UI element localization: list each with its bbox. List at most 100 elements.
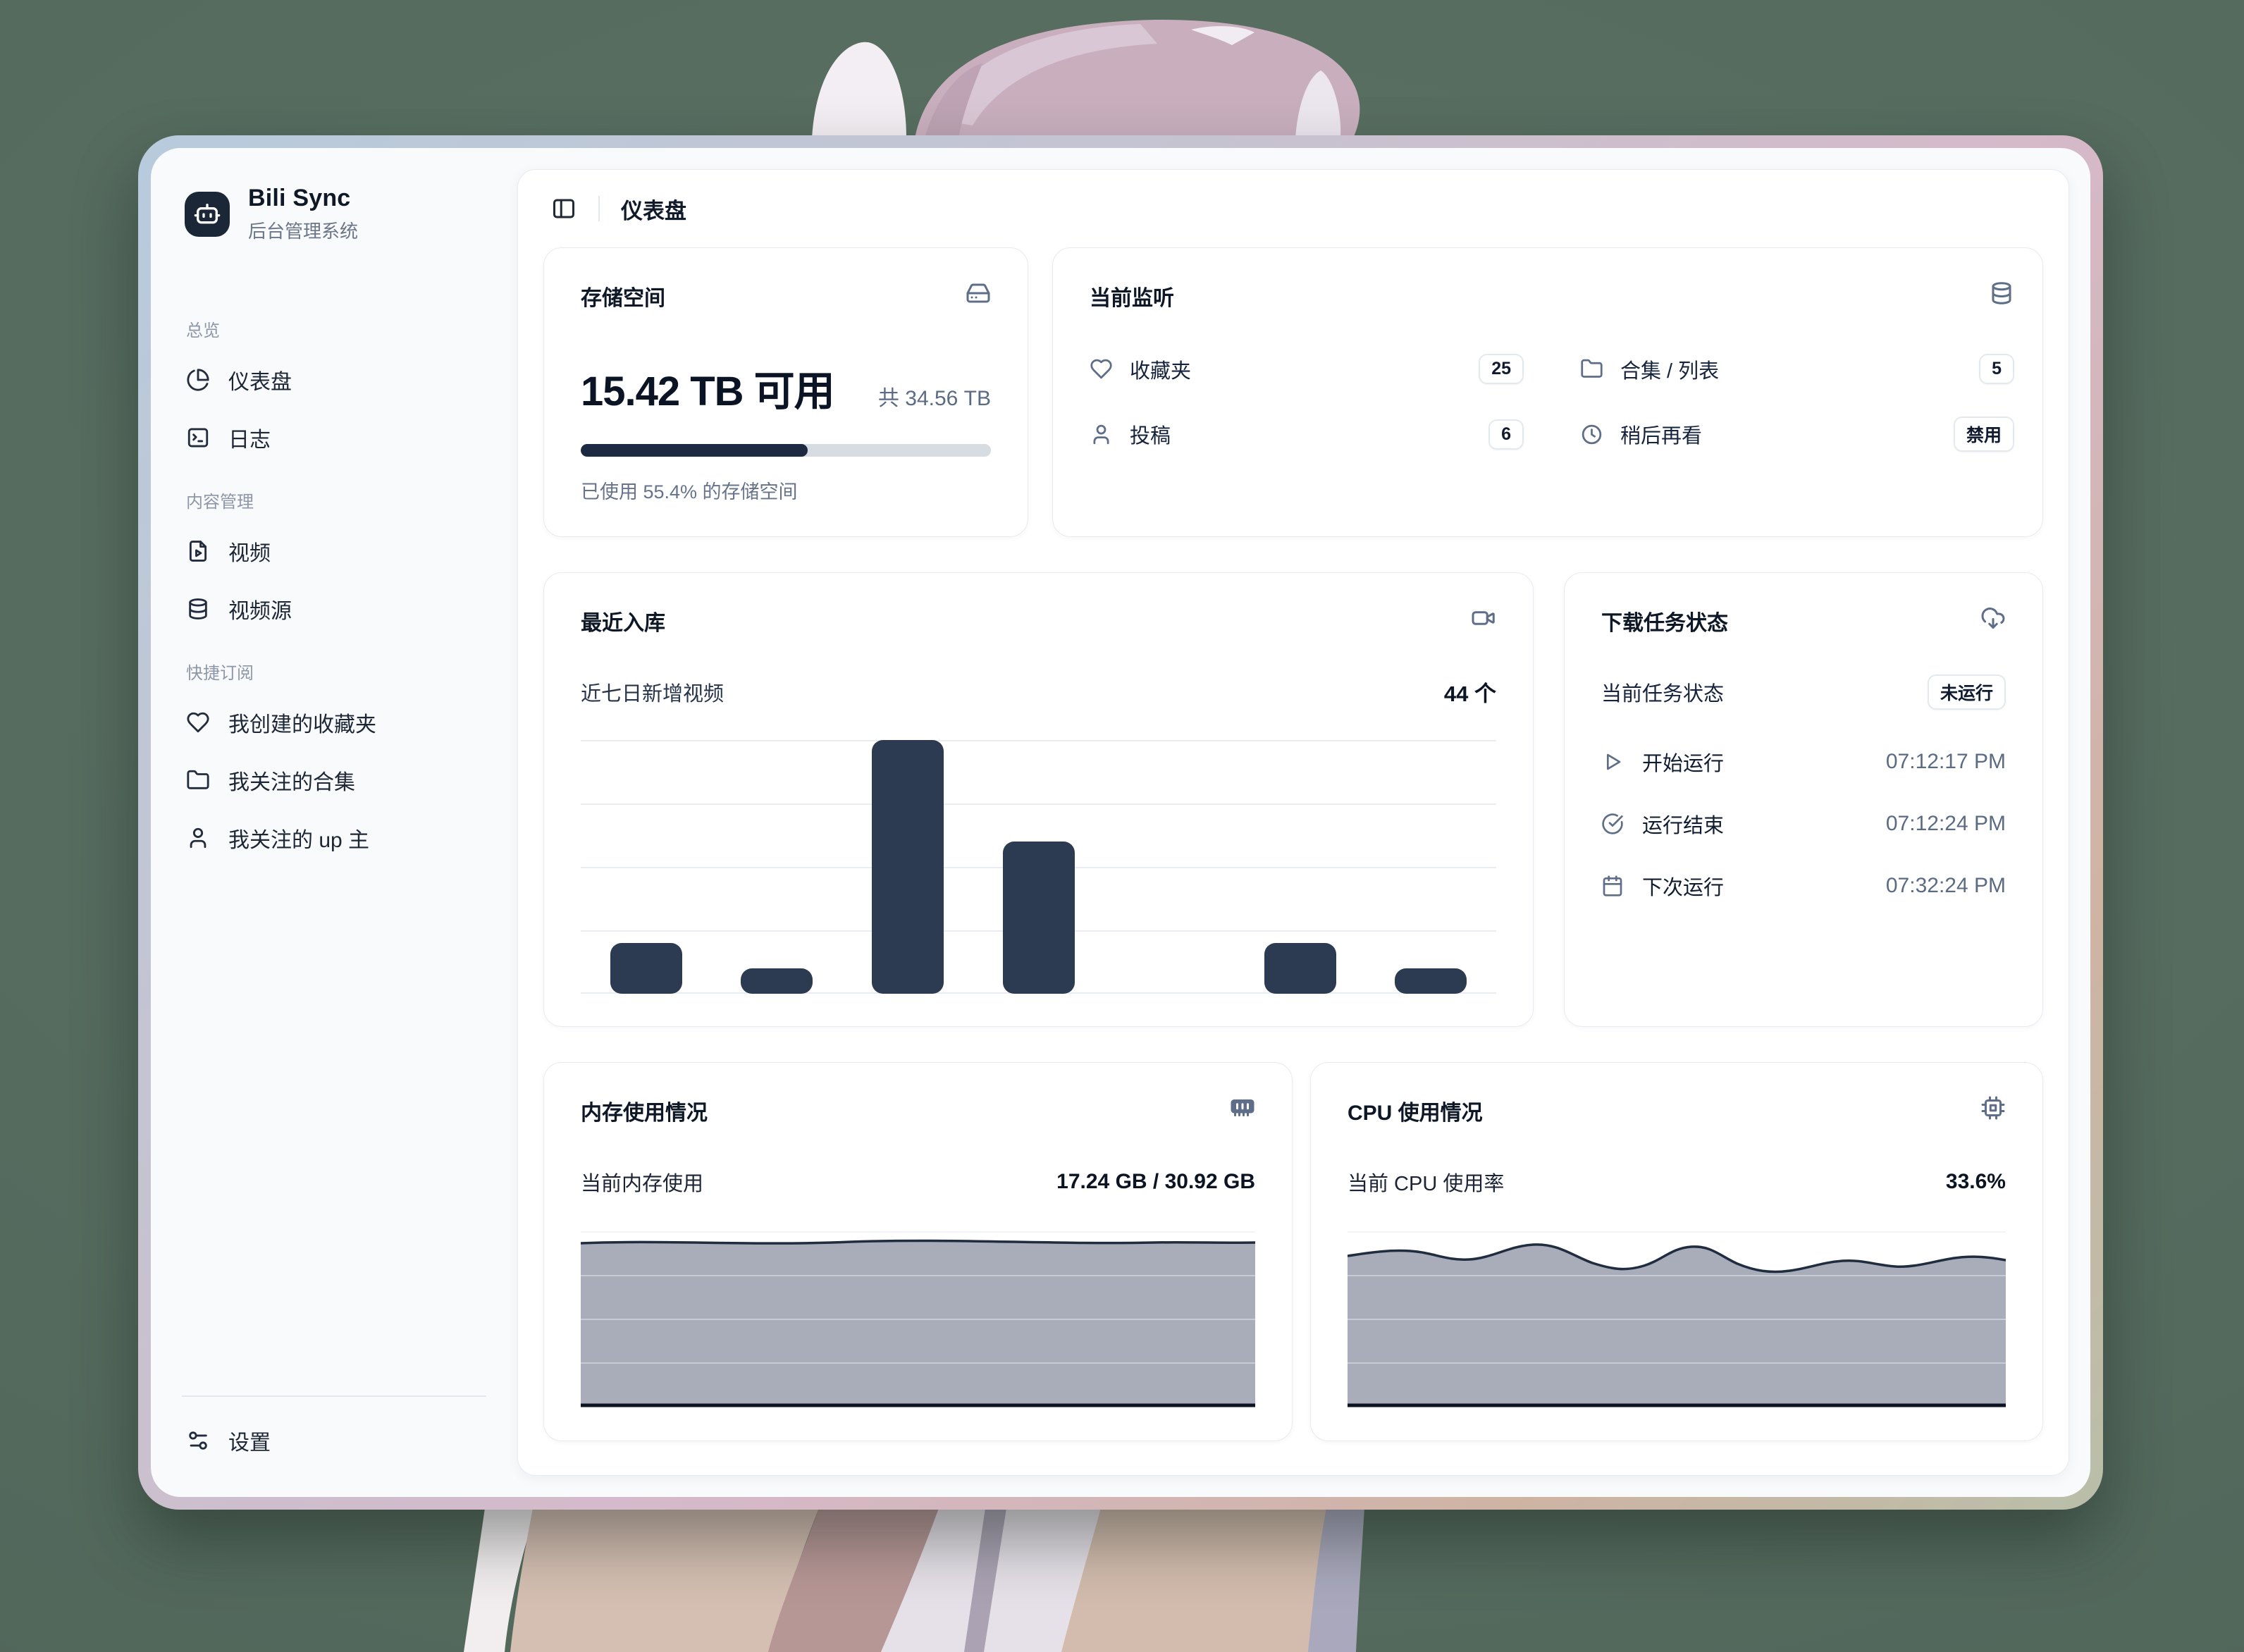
task-status-badge: 未运行 [1927, 674, 2006, 710]
bar-slot [581, 740, 712, 994]
cpu-usage-value: 33.6% [1945, 1170, 2006, 1193]
sidebar-item-videos[interactable]: 视频 [151, 522, 517, 580]
sidebar-item-followed-uploaders[interactable]: 我关注的 up 主 [151, 809, 517, 867]
sidebar-item-label: 我创建的收藏夹 [228, 713, 376, 736]
task-row-label: 下次运行 [1642, 877, 1725, 899]
check-circle-icon [1602, 813, 1623, 834]
monitor-label: 合集 / 列表 [1620, 359, 1720, 383]
count-badge: 5 [1979, 354, 2014, 384]
hard-drive-icon [966, 283, 990, 303]
app-window: Bili Sync 后台管理系统 总览 仪表盘 日志 内容管理 视频 [138, 135, 2103, 1510]
sidebar-nav: 总览 仪表盘 日志 内容管理 视频 视频源 快捷订阅 [151, 295, 517, 867]
monitor-item-submissions: 投稿 6 [1090, 417, 1524, 452]
storage-available: 15.42 TB 可用 [581, 369, 835, 414]
storage-total: 共 34.56 TB [877, 387, 991, 410]
sidebar-item-followed-collections[interactable]: 我关注的合集 [151, 751, 517, 809]
cpu-usage-label: 当前 CPU 使用率 [1348, 1173, 1505, 1195]
recent-bar-chart [581, 740, 1496, 994]
cpu-area-chart [1348, 1231, 2006, 1408]
task-row-time: 07:12:17 PM [1885, 750, 2006, 773]
sidebar: Bili Sync 后台管理系统 总览 仪表盘 日志 内容管理 视频 [151, 148, 517, 1497]
sidebar-item-dashboard[interactable]: 仪表盘 [151, 351, 517, 409]
heart-icon [1090, 359, 1112, 379]
main-panel: 仪表盘 存储空间 15.42 TB 可用 共 34.56 TB [517, 169, 2069, 1476]
memory-icon [1231, 1099, 1254, 1116]
task-row-time: 07:32:24 PM [1885, 874, 2006, 897]
memory-card-title: 内存使用情况 [581, 1102, 708, 1125]
task-row-start: 开始运行 07:12:17 PM [1601, 731, 2006, 793]
task-status-label: 当前任务状态 [1601, 683, 1725, 705]
task-row-time: 07:12:24 PM [1885, 812, 2006, 835]
bar [1002, 842, 1075, 994]
sidebar-item-label: 仪表盘 [228, 371, 292, 394]
bar-slot [973, 740, 1104, 994]
bar [610, 943, 682, 994]
heart-icon [186, 710, 210, 734]
page-title: 仪表盘 [621, 198, 686, 223]
count-badge: 6 [1488, 419, 1524, 450]
bar-slot [712, 740, 843, 994]
cpu-icon [1981, 1096, 2005, 1120]
nav-section-content: 内容管理 [186, 493, 254, 512]
recent-card-title: 最近入库 [581, 612, 665, 635]
sidebar-item-label: 视频源 [228, 600, 292, 623]
brand-name: Bili Sync [248, 185, 351, 211]
panel-left-icon [553, 199, 574, 218]
bar-slot [1365, 740, 1496, 994]
database-icon [1992, 282, 2011, 304]
monitor-item-favorites: 收藏夹 25 [1090, 354, 1524, 384]
storage-progress-fill [581, 444, 808, 457]
monitor-label: 投稿 [1130, 425, 1171, 448]
storage-caption: 已使用 55.4% 的存储空间 [581, 481, 798, 503]
header-divider [598, 196, 600, 221]
bar-chart-bars [581, 740, 1496, 994]
sidebar-item-label: 日志 [228, 429, 271, 452]
file-play-icon [186, 539, 210, 563]
sidebar-item-logs[interactable]: 日志 [151, 409, 517, 467]
sliders-icon [186, 1429, 210, 1453]
clock-icon [1582, 424, 1602, 444]
cloud-download-icon [1981, 608, 2005, 629]
bar [1264, 943, 1336, 994]
monitor-card: 当前监听 收藏夹 25 [1052, 247, 2043, 537]
brand-subtitle: 后台管理系统 [248, 221, 359, 242]
user-icon [1093, 424, 1109, 444]
sidebar-divider [182, 1395, 486, 1397]
play-icon [1607, 753, 1621, 770]
sidebar-item-video-sources[interactable]: 视频源 [151, 580, 517, 638]
brand: Bili Sync 后台管理系统 [151, 185, 517, 243]
nav-section-subscriptions: 快捷订阅 [186, 664, 254, 683]
task-row-label: 运行结束 [1642, 815, 1725, 837]
sidebar-item-settings[interactable]: 设置 [151, 1415, 517, 1466]
memory-usage-label: 当前内存使用 [581, 1173, 704, 1195]
storage-card-title: 存储空间 [581, 287, 665, 310]
bar [1395, 968, 1467, 994]
terminal-square-icon [186, 426, 210, 450]
task-row-next: 下次运行 07:32:24 PM [1601, 855, 2006, 917]
dashboard-content: 存储空间 15.42 TB 可用 共 34.56 TB 已使用 55.4% 的存… [543, 247, 2043, 1441]
sidebar-item-label: 我关注的 up 主 [228, 829, 370, 852]
sidebar-toggle-button[interactable] [550, 195, 577, 222]
recent-subtitle: 近七日新增视频 [581, 682, 725, 705]
bar [741, 968, 813, 994]
monitor-item-collections: 合集 / 列表 5 [1580, 354, 2014, 384]
monitor-label: 收藏夹 [1130, 359, 1192, 383]
bar [871, 740, 944, 994]
storage-card: 存储空间 15.42 TB 可用 共 34.56 TB 已使用 55.4% 的存… [543, 247, 1028, 537]
folder-icon [1581, 359, 1603, 378]
recent-count: 44 个 [1443, 682, 1496, 706]
monitor-card-title: 当前监听 [1090, 287, 1174, 310]
download-task-card: 下载任务状态 当前任务状态 未运行 开始运行 [1564, 572, 2043, 1027]
task-row-label: 开始运行 [1642, 753, 1725, 775]
memory-usage-value: 17.24 GB / 30.92 GB [1056, 1170, 1255, 1193]
sidebar-item-my-favorites[interactable]: 我创建的收藏夹 [151, 694, 517, 751]
sidebar-item-label: 我关注的合集 [228, 771, 355, 794]
memory-usage-card: 内存使用情况 当前内存使用 17.24 GB / 30.92 GB [543, 1062, 1293, 1441]
tasks-card-title: 下载任务状态 [1601, 612, 1728, 635]
sidebar-item-label: 设置 [228, 1431, 271, 1455]
folder-icon [186, 768, 210, 792]
page-header: 仪表盘 [543, 170, 2043, 247]
sidebar-item-label: 视频 [228, 542, 271, 565]
storage-progress [581, 444, 991, 457]
